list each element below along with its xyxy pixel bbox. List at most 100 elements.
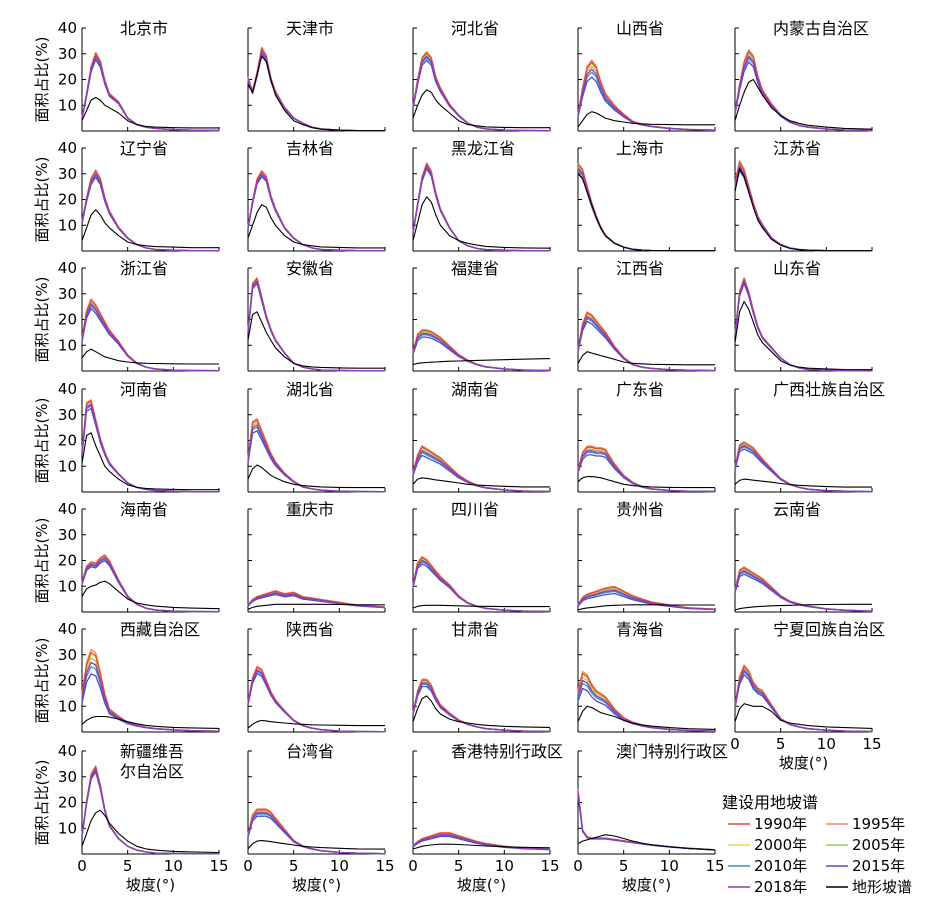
series-2015-line	[247, 815, 386, 855]
series-2000-line	[577, 164, 715, 252]
y-tick-label: 10	[58, 336, 77, 354]
panel-title: 吉林省	[286, 139, 334, 158]
series-1990-line	[412, 832, 551, 850]
series-2005-line	[577, 791, 716, 851]
series-terrain-line	[247, 840, 386, 850]
series-2005-line	[81, 301, 220, 372]
legend-label-2010: 2010年	[754, 857, 807, 875]
legend-label-1990: 1990年	[754, 815, 807, 833]
series-2010-line	[734, 281, 872, 372]
panel-title: 四川省	[451, 500, 499, 519]
series-terrain-line	[247, 204, 385, 249]
x-tick-label: 0	[243, 857, 253, 875]
series-terrain-line	[81, 432, 219, 491]
series-2018-line	[247, 280, 385, 372]
series-2010-line	[247, 670, 386, 733]
x-tick-label: 0	[408, 857, 418, 875]
series-2000-line	[734, 278, 872, 372]
series-2005-line	[734, 667, 873, 733]
series-1995-line	[247, 665, 386, 733]
panel-title: 宁夏回族自治区	[773, 620, 885, 639]
series-terrain-line	[81, 209, 219, 249]
y-axis-label: 面积占比(%)	[33, 277, 51, 363]
series-2018-line	[247, 812, 386, 855]
y-tick-label: 30	[58, 768, 77, 786]
series-terrain-line	[81, 580, 220, 610]
series-1995-line	[412, 555, 551, 613]
series-terrain-line	[247, 55, 385, 132]
series-1995-line	[577, 789, 716, 851]
x-tick-label: 10	[660, 857, 679, 875]
series-terrain-line	[81, 348, 219, 365]
legend-label-2000: 2000年	[754, 836, 807, 854]
panel-title: 海南省	[120, 500, 168, 519]
panel-title: 天津市	[286, 19, 334, 38]
legend-title: 建设用地坡谱	[722, 793, 818, 812]
legend: 建设用地坡谱 1990年 1995年 2000年 2005年 2010年 2015年 2018…	[722, 793, 912, 896]
series-1995-line	[734, 441, 873, 493]
series-terrain-line	[412, 89, 550, 129]
x-tick-label: 10	[817, 735, 836, 753]
panel-title: 黑龙江省	[451, 139, 515, 158]
x-axis-label: 坡度(°)	[622, 876, 671, 894]
x-tick-label: 10	[164, 857, 183, 875]
x-tick-label: 15	[209, 857, 228, 875]
series-2010-line	[734, 671, 873, 733]
series-terrain-line	[734, 703, 873, 729]
series-1995-line	[81, 554, 220, 613]
series-2000-line	[577, 312, 716, 372]
x-axis-label: 坡度(°)	[457, 876, 506, 894]
x-tick-label: 0	[77, 857, 87, 875]
series-2018-line	[412, 165, 550, 252]
panel-title: 新疆维吾尔自治区	[120, 742, 184, 781]
series-2018-line	[734, 444, 873, 493]
series-2010-line	[577, 793, 716, 851]
series-2000-line	[81, 53, 220, 132]
panel-河北省: 河北省	[412, 19, 551, 132]
series-terrain-line	[412, 477, 550, 488]
series-2015-line	[577, 794, 716, 851]
series-terrain-line	[577, 834, 716, 851]
series-terrain-line	[577, 604, 715, 611]
panel-title: 甘肃省	[451, 620, 499, 639]
series-2018-line	[412, 559, 551, 613]
series-2010-line	[81, 769, 219, 855]
y-axis-label: 面积占比(%)	[33, 157, 51, 243]
series-2018-line	[247, 669, 386, 733]
series-1990-line	[577, 312, 716, 372]
y-axis-label: 面积占比(%)	[33, 518, 51, 604]
panel-title: 河北省	[451, 19, 499, 38]
series-2018-line	[412, 682, 551, 733]
series-2005-line	[577, 676, 716, 732]
panel-title: 北京市	[120, 19, 168, 38]
series-2018-line	[577, 316, 716, 372]
y-axis-label: 面积占比(%)	[33, 638, 51, 724]
y-tick-label: 40	[58, 500, 77, 518]
series-1995-line	[734, 277, 872, 372]
y-tick-label: 30	[58, 646, 77, 664]
series-terrain-line	[577, 476, 715, 489]
series-1990-line	[577, 789, 716, 851]
panel-云南省: 云南省	[734, 500, 873, 613]
y-tick-label: 40	[58, 259, 77, 277]
series-2015-line	[247, 593, 386, 609]
y-axis-label: 面积占比(%)	[33, 398, 51, 484]
series-2005-line	[81, 171, 219, 252]
x-tick-label: 5	[619, 857, 629, 875]
y-tick-label: 40	[58, 742, 77, 760]
series-2018-line	[412, 450, 551, 493]
series-2000-line	[577, 790, 716, 851]
y-tick-label: 10	[58, 96, 77, 114]
series-terrain-line	[577, 705, 716, 730]
series-2015-line	[81, 407, 219, 493]
legend-label-1995: 1995年	[852, 815, 905, 833]
series-2018-line	[81, 768, 219, 855]
y-tick-label: 40	[58, 139, 77, 157]
series-1990-line	[81, 170, 219, 252]
panel-宁夏回族自治区: 0 5 10 15 坡度(°) 宁夏回族自治区	[730, 620, 885, 772]
series-1995-line	[734, 160, 872, 252]
series-2010-line	[577, 169, 715, 252]
series-1995-line	[577, 585, 716, 610]
